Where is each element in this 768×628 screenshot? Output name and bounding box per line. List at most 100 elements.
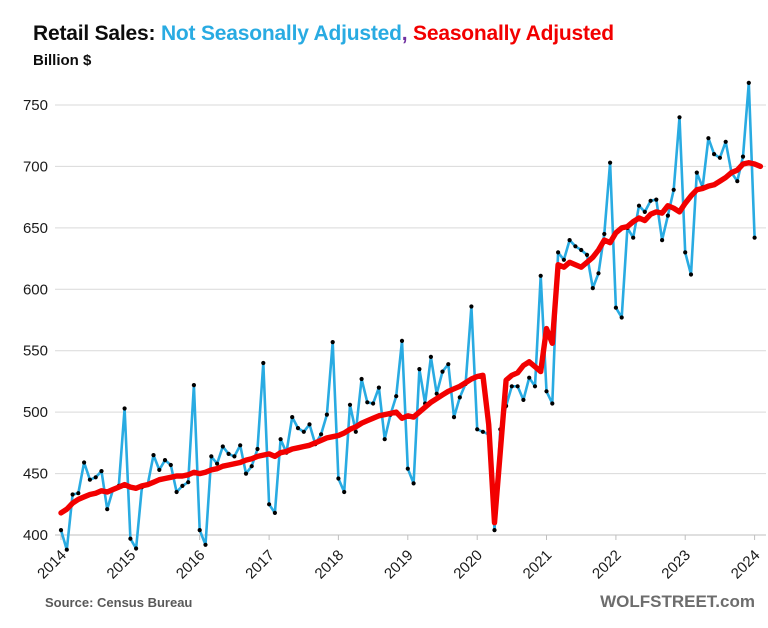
nsa-point xyxy=(602,231,607,237)
y-tick-label: 450 xyxy=(23,466,48,483)
nsa-point xyxy=(677,115,682,120)
nsa-point xyxy=(376,385,381,390)
nsa-point xyxy=(694,170,699,175)
nsa-point xyxy=(446,362,451,367)
nsa-point xyxy=(735,179,740,184)
nsa-point xyxy=(162,458,168,463)
y-axis-unit-label: Billion $ xyxy=(33,52,92,69)
x-tick-label: 2024 xyxy=(728,547,764,583)
nsa-point xyxy=(556,250,561,255)
nsa-point xyxy=(723,139,728,144)
y-tick-label: 650 xyxy=(23,220,48,237)
nsa-point xyxy=(671,187,676,192)
nsa-point xyxy=(665,213,671,218)
y-tick-label: 400 xyxy=(23,527,48,544)
nsa-point xyxy=(319,432,324,437)
y-tick-label: 550 xyxy=(23,343,48,360)
nsa-point xyxy=(226,451,231,456)
nsa-point xyxy=(336,476,341,481)
nsa-point xyxy=(636,203,642,208)
nsa-point xyxy=(203,542,208,547)
nsa-point xyxy=(642,209,647,214)
nsa-point xyxy=(371,401,376,406)
y-tick-label: 750 xyxy=(23,97,48,114)
nsa-point xyxy=(515,384,520,389)
nsa-point xyxy=(324,412,329,417)
nsa-point xyxy=(191,383,196,388)
nsa-point xyxy=(596,271,601,276)
nsa-point xyxy=(590,286,595,291)
nsa-point xyxy=(509,384,514,389)
nsa-point xyxy=(238,443,243,448)
nsa-point xyxy=(295,426,301,431)
nsa-point xyxy=(365,400,370,405)
nsa-point xyxy=(382,437,387,442)
nsa-point xyxy=(451,415,457,420)
nsa-point xyxy=(399,338,405,343)
nsa-point xyxy=(122,406,127,411)
nsa-point xyxy=(359,376,364,382)
nsa-point xyxy=(660,238,665,243)
nsa-point xyxy=(342,489,347,495)
nsa-point xyxy=(301,429,306,434)
nsa-point xyxy=(353,429,358,434)
nsa-point xyxy=(527,375,532,380)
nsa-point xyxy=(278,437,283,442)
chart-title: Retail Sales: Not Seasonally Adjusted, S… xyxy=(33,22,614,46)
nsa-point xyxy=(688,272,694,277)
nsa-point xyxy=(521,397,526,402)
nsa-point xyxy=(573,244,578,249)
nsa-point xyxy=(532,384,538,389)
nsa-point xyxy=(307,422,312,427)
x-tick-label: 2018 xyxy=(312,547,348,583)
nsa-point xyxy=(151,453,156,458)
nsa-point xyxy=(105,507,110,512)
nsa-point xyxy=(457,395,462,400)
nsa-point xyxy=(469,304,474,309)
nsa-point xyxy=(70,492,75,497)
nsa-point xyxy=(232,454,237,459)
source-label: Source: Census Bureau xyxy=(45,595,193,610)
x-tick-label: 2023 xyxy=(658,547,694,583)
x-tick-label: 2017 xyxy=(242,547,278,583)
nsa-point xyxy=(243,471,249,476)
nsa-point xyxy=(654,197,659,202)
nsa-point xyxy=(567,238,572,243)
nsa-point xyxy=(619,315,624,320)
nsa-point xyxy=(186,480,191,485)
nsa-point xyxy=(261,360,266,366)
sa-line xyxy=(58,159,764,526)
nsa-point xyxy=(249,464,254,469)
nsa-point xyxy=(255,446,260,452)
nsa-point xyxy=(417,367,422,372)
nsa-point xyxy=(631,235,636,240)
nsa-point xyxy=(613,305,619,310)
nsa-point xyxy=(740,154,746,159)
y-tick-label: 500 xyxy=(23,404,48,421)
nsa-point xyxy=(168,462,173,468)
nsa-point xyxy=(330,340,335,345)
nsa-point xyxy=(347,402,353,407)
nsa-point xyxy=(290,415,295,420)
nsa-point xyxy=(64,547,69,552)
y-tick-label: 600 xyxy=(23,281,48,298)
nsa-point xyxy=(492,528,497,533)
nsa-point xyxy=(76,491,81,496)
x-tick-label: 2014 xyxy=(34,547,70,583)
nsa-point xyxy=(712,152,717,157)
nsa-point xyxy=(220,444,225,449)
nsa-point xyxy=(752,235,757,240)
title-nsa-legend: Not Seasonally Adjusted xyxy=(160,22,402,45)
nsa-point xyxy=(550,401,555,406)
nsa-point xyxy=(272,510,277,515)
nsa-point xyxy=(475,427,480,432)
nsa-point xyxy=(440,369,445,374)
nsa-point xyxy=(608,160,613,165)
nsa-point xyxy=(157,467,162,472)
x-tick-label: 2016 xyxy=(173,547,209,583)
nsa-point xyxy=(746,80,751,85)
wolfstreet-brand: WOLFSTREET.com xyxy=(600,592,755,611)
x-tick-label: 2022 xyxy=(589,547,625,583)
